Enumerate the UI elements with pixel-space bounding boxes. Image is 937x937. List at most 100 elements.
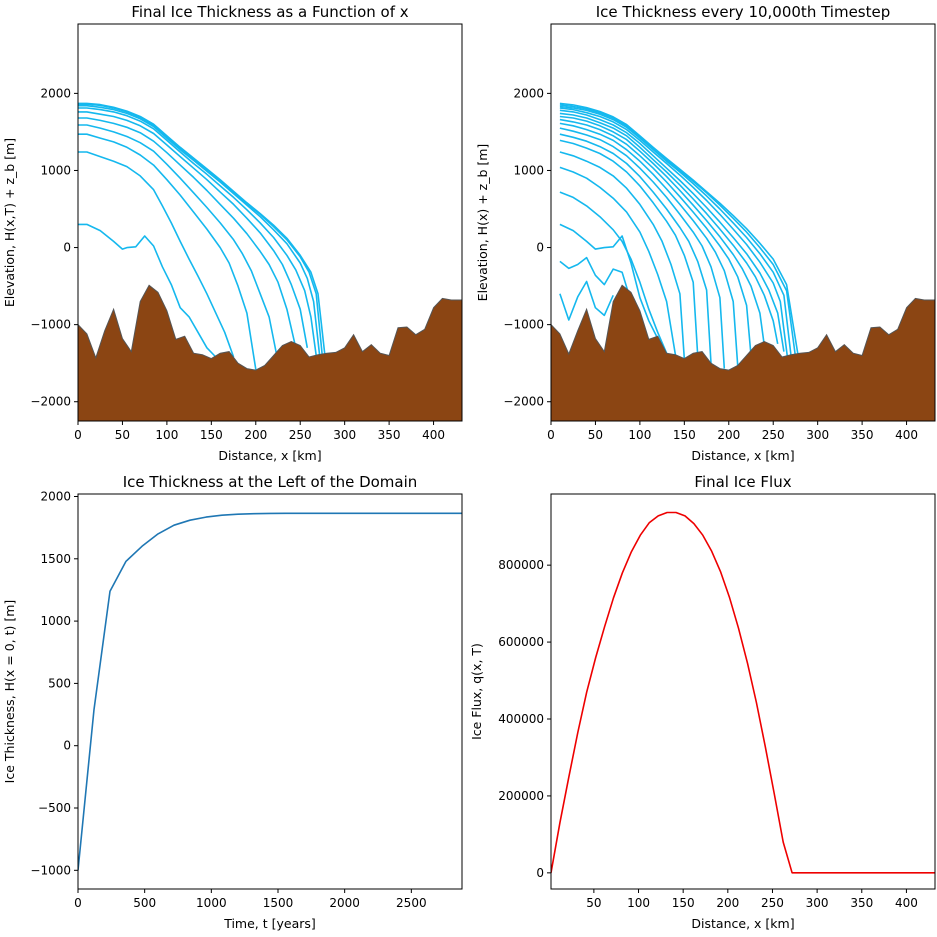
- y-tick-label: 0: [536, 866, 544, 880]
- ice-profile-line-10: [559, 118, 752, 356]
- ice-profile-line-7: [78, 104, 321, 358]
- x-tick-label: 150: [200, 428, 223, 442]
- x-tick-label: 150: [672, 896, 695, 910]
- ice-profile-line-4: [78, 117, 297, 348]
- x-tick-label: 300: [333, 428, 356, 442]
- y-tick-label: −1000: [30, 863, 71, 877]
- x-tick-label: 100: [627, 896, 650, 910]
- plot-area: [78, 512, 462, 871]
- chart-title: Ice Thickness every 10,000th Timestep: [596, 3, 891, 21]
- y-tick-label: −1000: [30, 318, 71, 332]
- axes-frame: [550, 493, 936, 890]
- chart-title: Ice Thickness at the Left of the Domain: [123, 473, 418, 491]
- y-ticks: −2000 −1000 0 1000 2000: [503, 86, 551, 409]
- ice-profile-line-1: [559, 256, 632, 302]
- ice-profile-line-2: [559, 223, 659, 339]
- ice-profile-line-6: [559, 139, 699, 356]
- plot-content: [78, 102, 462, 421]
- x-tick-label: 400: [895, 896, 918, 910]
- x-tick-label: 100: [155, 428, 178, 442]
- panel-ice-thickness-timesteps: 0 50 100 150 200 250 300 350 400 −2000 −1000 0 1000…: [475, 3, 936, 463]
- plot-area: [551, 511, 935, 874]
- y-tick-label: 1000: [40, 163, 71, 177]
- ice-profile-line-8: [559, 127, 726, 369]
- x-tick-label: 1000: [196, 896, 227, 910]
- axes-frame: [77, 493, 463, 890]
- y-tick-label: −2000: [503, 395, 544, 409]
- ice-profile-line-3: [559, 191, 668, 354]
- ice-profile-line-9: [559, 122, 739, 366]
- x-tick-label: 1500: [263, 896, 294, 910]
- axes-frame: [550, 23, 936, 422]
- y-tick-label: 200000: [498, 789, 544, 803]
- y-tick-label: −500: [38, 801, 71, 815]
- y-tick-label: 2000: [40, 86, 71, 100]
- y-axis-label: Ice Thickness, H(x = 0, t) [m]: [2, 600, 17, 784]
- y-tick-label: −1000: [503, 318, 544, 332]
- ice-profile-line-1: [78, 151, 235, 358]
- ice-profile-line-4: [559, 166, 677, 355]
- x-tick-label: 0: [74, 428, 82, 442]
- series-line-0: [551, 511, 935, 874]
- x-tick-label: 250: [289, 428, 312, 442]
- ice-profile-line-0: [78, 223, 217, 358]
- ice-profile-line-13: [559, 109, 785, 352]
- y-tick-label: 0: [536, 241, 544, 255]
- x-axis-label: Distance, x [km]: [218, 448, 321, 463]
- x-tick-label: 2500: [396, 896, 427, 910]
- x-tick-label: 350: [850, 896, 873, 910]
- x-tick-label: 250: [762, 428, 785, 442]
- plot-area: [551, 102, 935, 421]
- ice-profile-line-5: [559, 151, 686, 359]
- ice-profile-line-5: [78, 111, 309, 348]
- y-tick-label: 1000: [40, 614, 71, 628]
- y-ticks: 0 200000 400000 600000 800000: [498, 558, 551, 880]
- panel-final-ice-flux: 50 100 150 200 250 300 350 400 0 200000 400000 600…: [469, 473, 936, 931]
- x-tick-label: 250: [761, 896, 784, 910]
- ice-profile-line-17: [559, 102, 799, 356]
- ice-profile-line-11: [559, 115, 766, 346]
- bedrock-fill: [551, 284, 935, 421]
- x-ticks: 0 50 100 150 200 250 300 350 400: [547, 421, 918, 442]
- y-tick-label: 0: [63, 739, 71, 753]
- y-tick-label: 800000: [498, 558, 544, 572]
- ice-profile-line-0: [559, 280, 614, 321]
- y-tick-label: 600000: [498, 635, 544, 649]
- bedrock-fill: [78, 284, 462, 421]
- x-tick-label: 100: [628, 428, 651, 442]
- y-tick-label: −2000: [30, 395, 71, 409]
- y-tick-label: 1500: [40, 552, 71, 566]
- ice-profile-line-14: [559, 107, 789, 358]
- x-axis-label: Time, t [years]: [223, 916, 316, 931]
- x-tick-label: 500: [133, 896, 156, 910]
- x-tick-label: 150: [673, 428, 696, 442]
- ice-profile-line-12: [559, 112, 779, 345]
- x-tick-label: 50: [586, 896, 601, 910]
- x-tick-label: 300: [806, 896, 829, 910]
- y-axis-label: Elevation, H(x,T) + z_b [m]: [2, 138, 17, 307]
- ice-profile-line-16: [559, 104, 797, 357]
- x-ticks: 50 100 150 200 250 300 350 400: [586, 889, 918, 910]
- chart-title: Final Ice Thickness as a Function of x: [131, 3, 408, 21]
- chart-title: Final Ice Flux: [694, 473, 791, 491]
- ice-profile-line-3: [78, 124, 279, 362]
- x-ticks: 0 50 100 150 200 250 300 350 400: [74, 421, 445, 442]
- axes-frame: [77, 23, 463, 422]
- ice-profile-line-7: [559, 133, 712, 364]
- y-axis-label: Elevation, H(x) + z_b [m]: [475, 144, 490, 302]
- x-tick-label: 400: [422, 428, 445, 442]
- x-tick-label: 200: [717, 428, 740, 442]
- y-tick-label: 500: [48, 676, 71, 690]
- x-tick-label: 2000: [329, 896, 360, 910]
- y-tick-label: 1000: [513, 163, 544, 177]
- y-tick-label: 2000: [513, 86, 544, 100]
- y-ticks: −1000 −500 0 500 1000 1500 2000: [30, 489, 78, 877]
- x-tick-label: 300: [806, 428, 829, 442]
- plot-content: [551, 511, 935, 874]
- x-axis-label: Distance, x [km]: [691, 916, 794, 931]
- x-tick-label: 350: [851, 428, 874, 442]
- x-tick-label: 350: [378, 428, 401, 442]
- x-tick-label: 400: [895, 428, 918, 442]
- panel-ice-thickness-left: 0 500 1000 1500 2000 2500 −1000 −500 0 500 1000 15…: [2, 473, 463, 931]
